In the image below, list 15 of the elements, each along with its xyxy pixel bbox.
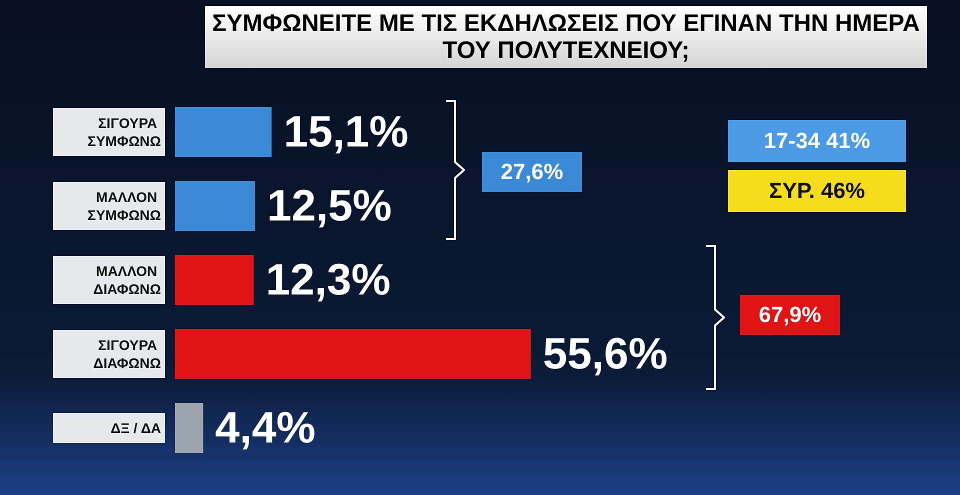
- text: 67,9%: [740, 295, 840, 335]
- y-tick-label: ΔΞ / ΔΑ: [110, 420, 161, 436]
- y-tick-label: ΣΙΓΟΥΡΑ ΣΥΜΦΩΝΩ: [88, 115, 161, 149]
- text: 17-34 41%: [728, 120, 906, 162]
- text: ΣΥΡ. 46%: [728, 170, 906, 212]
- y-tick-label: ΜΑΛΛΟΝ ΔΙΑΦΩΝΩ: [93, 263, 161, 297]
- y-tick-label: ΜΑΛΛΟΝ ΣΥΜΦΩΝΩ: [88, 189, 161, 223]
- data-label: 12,5%: [266, 182, 392, 230]
- data-label: 15,1%: [284, 108, 408, 156]
- data-label: 12,3%: [266, 256, 390, 304]
- annotation: 27,6%: [482, 152, 582, 192]
- data-label: 4,4%: [215, 404, 316, 452]
- chart-title: ΣΥΜΦΩΝΕΙΤΕ ΜΕ ΤΙΣ ΕΚΔΗΛΩΣΕΙΣ ΠΟΥ ΕΓΙΝΑΝ ΤΗΝ ΗΜΕΡΑ ΤΟΥ ΠΟΛΥΤΕΧΝΕΙΟΥ;: [205, 6, 927, 68]
- data-label: 55,6%: [542, 330, 668, 378]
- y-tick-label: ΣΙΓΟΥΡΑ ΔΙΑΦΩΝΩ: [93, 337, 161, 371]
